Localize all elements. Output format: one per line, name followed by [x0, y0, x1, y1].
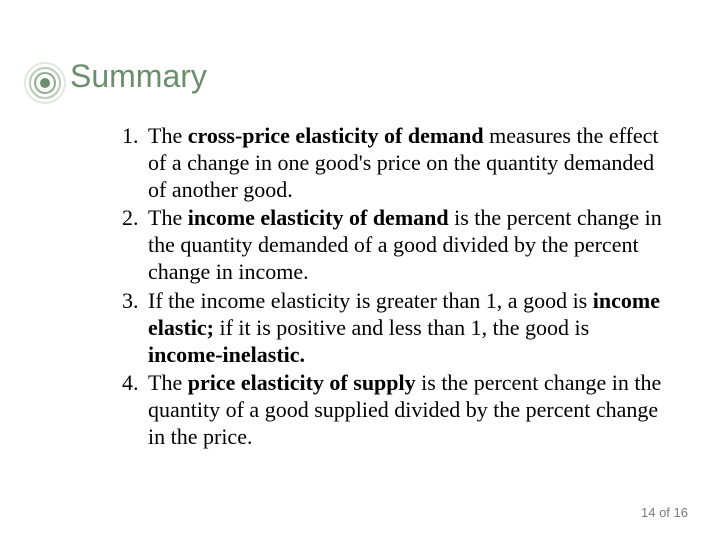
- slide: Summary The cross-price elasticity of de…: [0, 0, 720, 540]
- title-bullet-icon: [24, 62, 66, 104]
- bold-text: cross-price elasticity of demand: [188, 123, 484, 148]
- page-total: 16: [674, 505, 688, 520]
- list-item: The cross-price elasticity of demand mea…: [144, 123, 662, 203]
- page-of-label: of: [659, 505, 670, 520]
- page-footer: 14 of 16: [641, 505, 688, 520]
- list-item: The price elasticity of supply is the pe…: [144, 370, 662, 450]
- page-current: 14: [641, 505, 655, 520]
- page-title: Summary: [70, 58, 672, 95]
- summary-list: The cross-price elasticity of demand mea…: [88, 123, 662, 451]
- bold-text: price elasticity of supply: [188, 370, 416, 395]
- body-text: if it is positive and less than 1, the g…: [214, 315, 589, 340]
- body-text: The: [148, 370, 188, 395]
- body-text: The: [148, 123, 188, 148]
- body-text: If the income elasticity is greater than…: [148, 288, 593, 313]
- content-area: The cross-price elasticity of demand mea…: [88, 123, 662, 451]
- bold-text: income elasticity of demand: [188, 205, 449, 230]
- list-item: If the income elasticity is greater than…: [144, 288, 662, 368]
- body-text: The: [148, 205, 188, 230]
- bold-text: income-inelastic.: [148, 342, 305, 367]
- list-item: The income elasticity of demand is the p…: [144, 205, 662, 285]
